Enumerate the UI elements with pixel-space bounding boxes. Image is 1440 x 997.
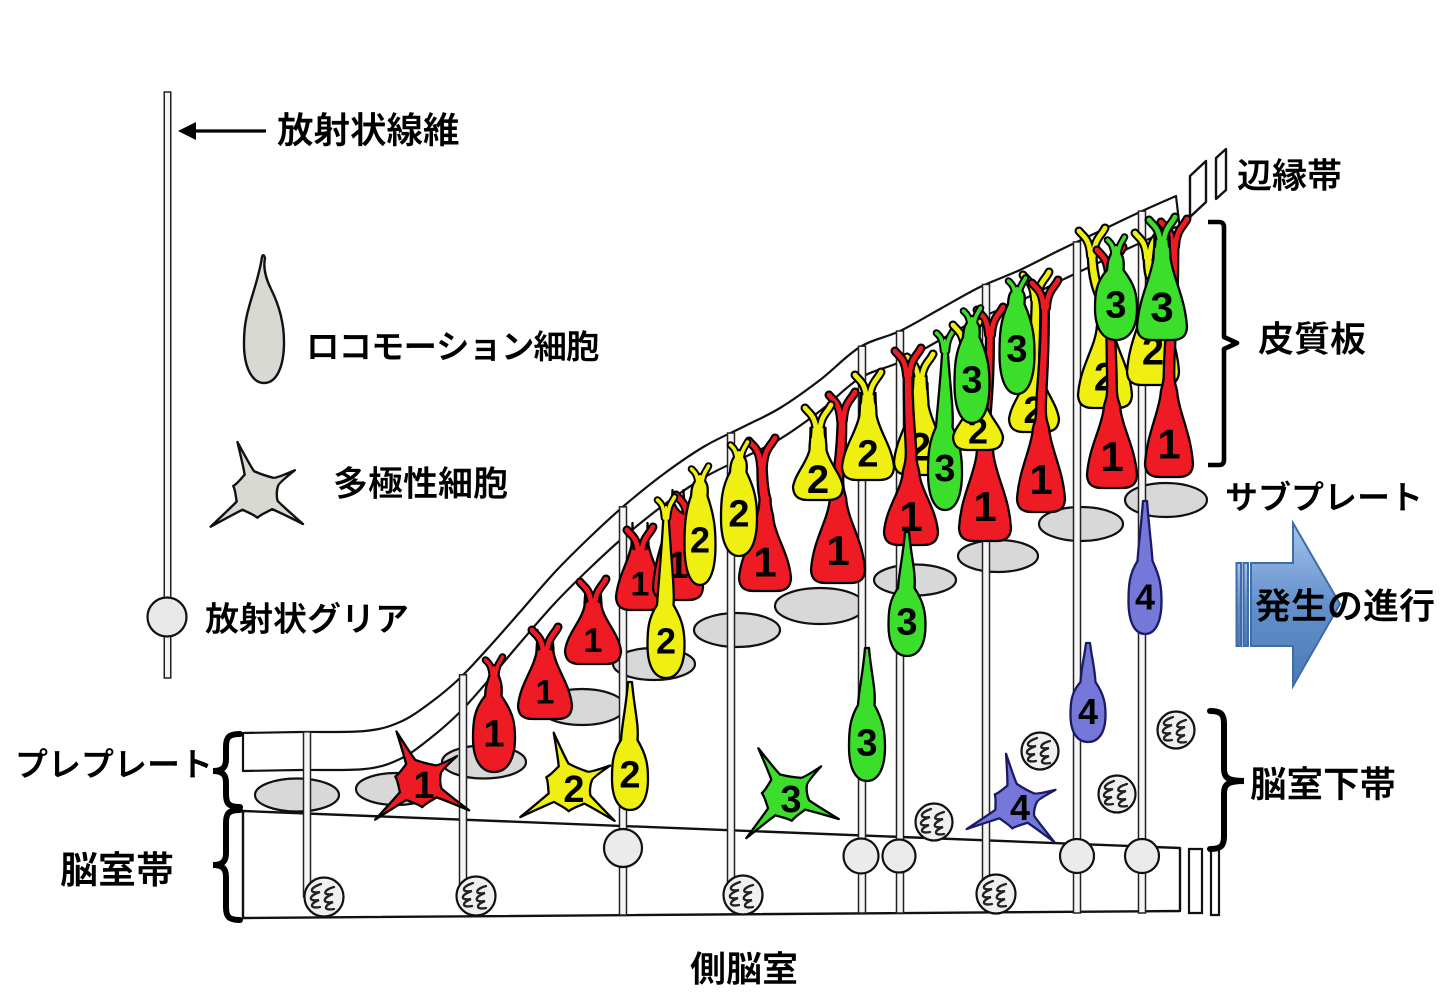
- svg-text:1: 1: [584, 622, 603, 660]
- svg-text:3: 3: [1150, 283, 1173, 330]
- svg-text:1: 1: [753, 539, 776, 586]
- svg-text:1: 1: [973, 483, 996, 530]
- svg-text:1: 1: [826, 527, 849, 574]
- svg-text:4: 4: [1010, 787, 1030, 828]
- svg-text:1: 1: [413, 765, 434, 807]
- svg-text:2: 2: [563, 769, 584, 811]
- svg-text:2: 2: [619, 755, 640, 797]
- svg-text:1: 1: [1029, 456, 1052, 503]
- svg-text:1: 1: [1157, 420, 1180, 467]
- svg-text:3: 3: [961, 360, 982, 402]
- svg-text:2: 2: [656, 620, 676, 661]
- svg-text:1: 1: [899, 493, 922, 540]
- svg-text:4: 4: [1078, 691, 1098, 732]
- svg-text:2: 2: [728, 494, 749, 536]
- svg-text:1: 1: [483, 714, 504, 756]
- svg-text:4: 4: [1135, 576, 1155, 617]
- svg-text:1: 1: [1100, 433, 1123, 480]
- svg-text:3: 3: [1105, 285, 1126, 327]
- svg-text:2: 2: [807, 458, 829, 502]
- svg-text:3: 3: [780, 779, 801, 821]
- svg-text:2: 2: [857, 434, 878, 476]
- svg-text:1: 1: [631, 566, 650, 604]
- svg-text:3: 3: [1006, 329, 1027, 371]
- svg-text:2: 2: [690, 519, 710, 560]
- svg-text:3: 3: [856, 723, 877, 765]
- svg-text:3: 3: [934, 448, 955, 490]
- svg-text:3: 3: [896, 602, 917, 644]
- svg-text:1: 1: [536, 674, 555, 712]
